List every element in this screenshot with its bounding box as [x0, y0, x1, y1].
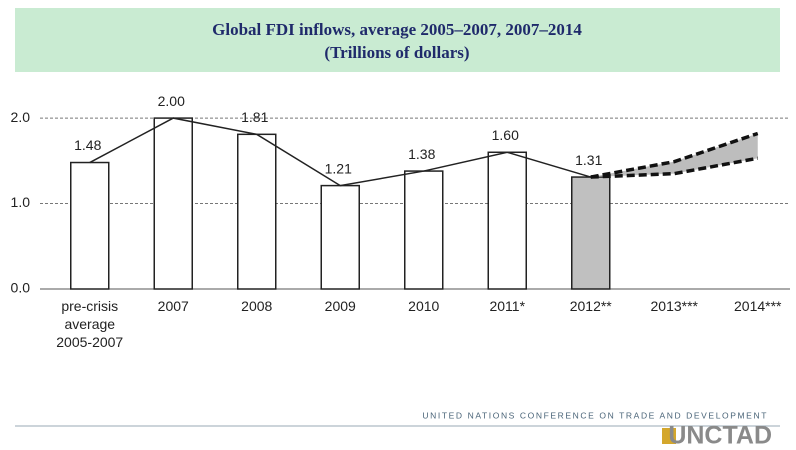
x-tick-label: 2010	[408, 298, 440, 314]
y-tick-label: 0.0	[11, 280, 31, 296]
x-tick-label: 2013***	[650, 298, 699, 314]
forecast-high	[590, 131, 759, 179]
title-box	[15, 8, 780, 72]
x-tick-label: 2009	[324, 298, 356, 314]
y-tick-label: 1.0	[11, 194, 31, 210]
bar	[70, 161, 110, 290]
y-tick-label: 2.0	[11, 109, 31, 125]
bar	[404, 170, 444, 290]
value-label: 1.48	[74, 137, 101, 153]
x-tick-label: 2008	[241, 298, 273, 314]
value-label: 1.38	[408, 146, 435, 162]
chart-title: Global FDI inflows, average 2005–2007, 2…	[212, 20, 582, 39]
bar	[571, 176, 611, 290]
trend-line	[89, 117, 591, 187]
bar	[237, 133, 277, 290]
footer-logo: UNCTAD	[668, 422, 772, 450]
x-tick-label: 2012**	[569, 298, 612, 314]
value-label: 2.00	[158, 93, 185, 109]
x-tick-label: 2007	[157, 298, 189, 314]
value-label: 1.81	[241, 109, 268, 125]
value-label: 1.21	[325, 160, 352, 176]
chart-subtitle: (Trillions of dollars)	[324, 43, 469, 62]
footer-org: UNITED NATIONS CONFERENCE ON TRADE AND D…	[422, 410, 768, 420]
bar	[320, 184, 360, 290]
bar	[153, 117, 193, 290]
forecast-low	[590, 156, 759, 179]
bar	[487, 151, 527, 290]
x-tick-label: pre-crisis average 2005-2007	[56, 298, 124, 350]
logo-stripe	[662, 428, 676, 444]
x-tick-label: 2011*	[489, 298, 526, 314]
forecast-band	[590, 133, 758, 178]
x-tick-label: 2014***	[734, 298, 782, 314]
value-label: 1.60	[492, 127, 519, 143]
value-label: 1.31	[575, 152, 602, 168]
